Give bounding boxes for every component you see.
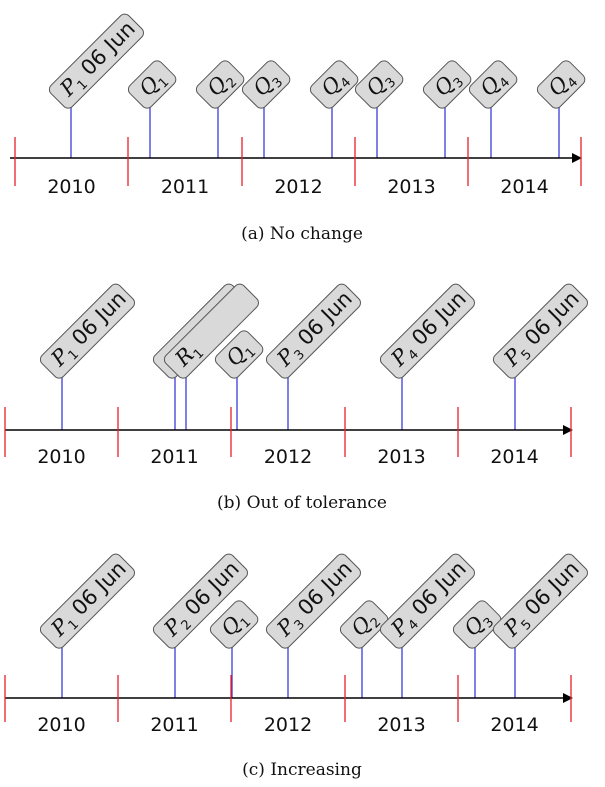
axis-arrow-icon <box>563 693 573 703</box>
tag-box <box>214 330 264 379</box>
event-tag: R1 <box>163 283 259 379</box>
axis-arrow-icon <box>572 153 582 163</box>
panel-caption: (a) No change <box>241 224 363 244</box>
year-label: 2014 <box>500 176 548 198</box>
tag-box <box>339 600 389 649</box>
year-label: 2013 <box>377 714 425 736</box>
tag-box <box>354 60 404 109</box>
tag-box <box>468 60 518 109</box>
event-tag: P1 06 Jun <box>39 283 135 379</box>
tag-box <box>127 60 177 109</box>
event-tag: Q2 <box>195 60 245 109</box>
year-label: 2010 <box>37 446 85 468</box>
year-label: 2012 <box>274 176 322 198</box>
tag-box <box>163 283 259 379</box>
year-label: 2010 <box>37 714 85 736</box>
tag-label: P1 06 Jun <box>46 556 134 644</box>
event-tag: Q4 <box>309 60 359 109</box>
tag-box <box>39 283 135 379</box>
tag-label: P1 06 Jun <box>46 286 134 374</box>
tag-box <box>536 60 586 109</box>
event-tag: Q1 <box>214 330 264 379</box>
event-tag: P1 06 Jun <box>48 13 144 109</box>
year-label: 2014 <box>490 446 538 468</box>
axis-arrow-icon <box>563 425 573 435</box>
event-tag: Q4 <box>536 60 586 109</box>
tag-label: P4 06 Jun <box>386 286 474 374</box>
event-tag: P4 06 Jun <box>379 283 475 379</box>
year-label: 2011 <box>161 176 209 198</box>
event-tag: P1 06 Jun <box>39 553 135 649</box>
panel-caption: (c) Increasing <box>242 760 362 780</box>
year-label: 2010 <box>47 176 95 198</box>
event-tag: Q3 <box>452 600 502 649</box>
tag-box <box>39 553 135 649</box>
tag-box <box>422 60 472 109</box>
panel-caption: (b) Out of tolerance <box>217 493 387 513</box>
tag-box <box>241 60 291 109</box>
event-tag: Q3 <box>354 60 404 109</box>
event-tag: Q3 <box>422 60 472 109</box>
timeline-panel: 2010 2011 2012 2013 2014 P1 06 Jun R1 Q1 P3 06 J… <box>4 283 588 513</box>
event-tag: Q1 <box>127 60 177 109</box>
tag-box <box>195 60 245 109</box>
event-tag: Q3 <box>241 60 291 109</box>
tag-box <box>309 60 359 109</box>
tag-box <box>492 553 588 649</box>
event-tag: Q4 <box>468 60 518 109</box>
year-label: 2011 <box>150 446 198 468</box>
event-tag: P5 06 Jun <box>492 553 588 649</box>
tag-box <box>209 600 259 649</box>
year-label: 2012 <box>264 714 312 736</box>
event-tag: Q1 <box>209 600 259 649</box>
tag-box <box>492 283 588 379</box>
tag-box <box>48 13 144 109</box>
tag-box <box>265 553 361 649</box>
year-label: 2011 <box>150 714 198 736</box>
event-tag: P5 06 Jun <box>492 283 588 379</box>
tag-box <box>152 553 248 649</box>
event-tag: Q2 <box>339 600 389 649</box>
year-label: 2014 <box>490 714 538 736</box>
tag-box <box>265 283 361 379</box>
tag-box <box>379 283 475 379</box>
tag-label: P5 06 Jun <box>499 286 587 374</box>
tag-box <box>452 600 502 649</box>
tag-box <box>379 553 475 649</box>
year-label: 2013 <box>387 176 435 198</box>
tag-label: P3 06 Jun <box>272 286 360 374</box>
event-tag: P3 06 Jun <box>265 283 361 379</box>
year-label: 2012 <box>264 446 312 468</box>
year-label: 2013 <box>377 446 425 468</box>
tag-label: P5 06 Jun <box>499 556 587 644</box>
